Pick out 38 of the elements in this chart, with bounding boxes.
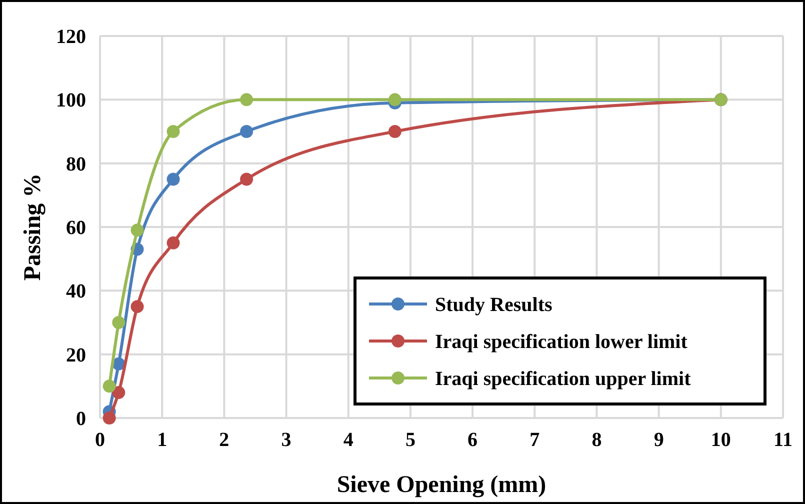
legend-label: Iraqi specification upper limit: [435, 368, 692, 390]
point: [112, 316, 126, 329]
point: [166, 125, 180, 138]
point: [130, 224, 144, 237]
y-tick-label: 120: [56, 26, 86, 48]
y-tick-label: 60: [66, 217, 86, 239]
point: [240, 125, 254, 138]
x-tick-label: 1: [157, 429, 168, 451]
x-tick-label: 4: [343, 429, 354, 451]
point: [102, 412, 116, 424]
point: [166, 236, 180, 250]
y-tick-label: 0: [76, 408, 86, 430]
x-tick-label: 10: [710, 429, 731, 451]
x-tick-label: 11: [774, 429, 792, 451]
x-tick-label: 9: [654, 429, 664, 451]
x-tick-label: 7: [530, 429, 540, 451]
x-tick-label: 5: [405, 429, 416, 451]
point: [388, 93, 402, 106]
x-axis-title: Sieve Opening (mm): [336, 472, 546, 498]
y-tick-label: 80: [66, 153, 86, 176]
legend-label: Study Results: [435, 294, 552, 316]
x-tick-label: 8: [592, 429, 602, 451]
point: [102, 380, 116, 393]
x-tick-label: 6: [468, 429, 478, 451]
y-tick-label: 40: [66, 280, 86, 303]
y-tick-label: 20: [66, 344, 86, 366]
point: [166, 172, 180, 186]
point: [112, 386, 126, 400]
point: [240, 93, 254, 106]
point: [388, 125, 402, 138]
y-tick-label: 100: [56, 90, 86, 112]
x-tick-label: 0: [95, 429, 105, 451]
point: [130, 300, 144, 314]
point: [240, 172, 254, 186]
y-axis-title: Passing %: [20, 173, 46, 281]
x-tick-label: 3: [281, 429, 292, 451]
legend-label: Iraqi specification lower limit: [435, 331, 688, 353]
x-tick-label: 2: [219, 429, 230, 451]
